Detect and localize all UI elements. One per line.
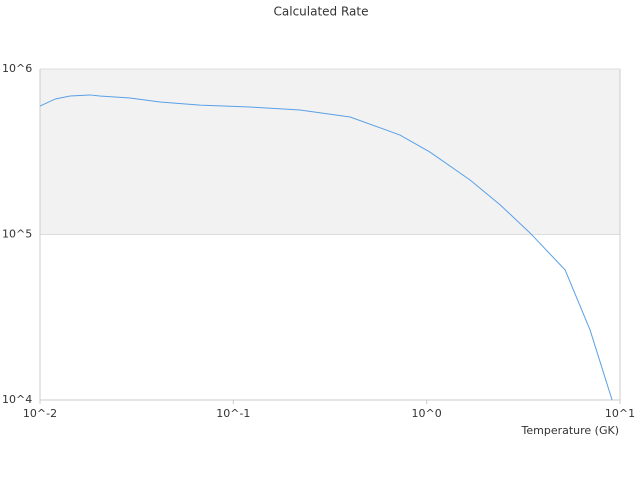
x-axis-label: Temperature (GK) (521, 424, 620, 437)
y-tick-label: 10^6 (2, 62, 32, 75)
data-line (39, 94, 613, 401)
x-tick-label: 10^-2 (23, 407, 57, 420)
grid-band (40, 69, 620, 235)
chart-title: Calculated Rate (274, 5, 369, 19)
x-tick-label: 10^1 (605, 407, 635, 420)
y-tick-label: 10^4 (2, 393, 32, 406)
x-tick-label: 10^-1 (216, 407, 250, 420)
x-tick-label: 10^0 (412, 407, 442, 420)
y-tick-label: 10^5 (2, 228, 32, 241)
